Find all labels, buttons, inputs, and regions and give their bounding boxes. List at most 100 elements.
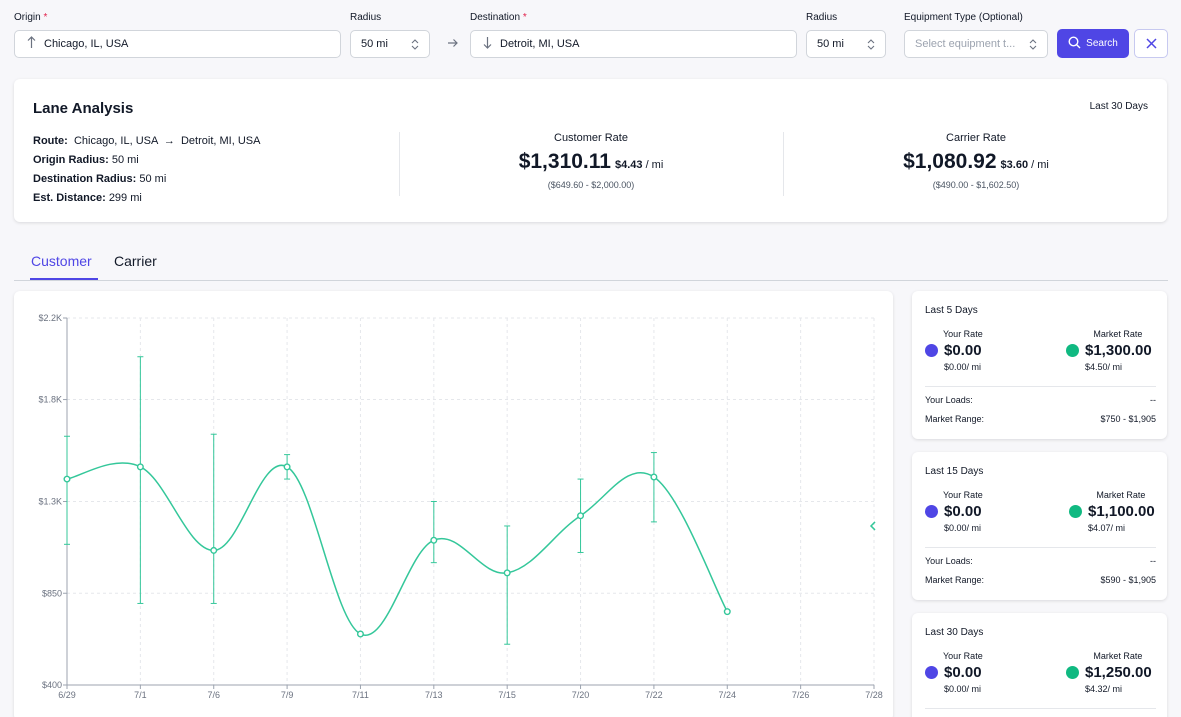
summary-card-title: Last 5 Days xyxy=(925,305,978,316)
equipment-select[interactable]: Select equipment t... xyxy=(904,30,1048,58)
destination-radius-select[interactable]: 50 mi xyxy=(806,30,886,58)
y-tick-label: $1.8K xyxy=(38,395,62,405)
customer-rate-label: Customer Rate xyxy=(554,132,628,144)
summary-card-title: Last 30 Days xyxy=(925,627,984,638)
your-rate-value: $0.00 xyxy=(944,664,982,681)
summary-card-15-days: Last 15 Days Your Rate $0.00 $0.00/ mi M… xyxy=(912,452,1167,600)
data-point xyxy=(210,546,218,554)
y-tick-label: $2.2K xyxy=(38,313,62,323)
your-rate-value: $0.00 xyxy=(944,342,982,359)
your-rate-per-mile: $0.00/ mi xyxy=(944,684,982,694)
your-loads-row: Your Loads: -- xyxy=(925,556,1156,566)
carrier-rate-block: Carrier Rate $1,080.92 $3.60 / mi ($490.… xyxy=(786,132,1166,190)
divider xyxy=(925,386,1156,387)
destination-radius-value: 50 mi xyxy=(817,38,844,50)
data-point xyxy=(63,475,71,483)
distance-row: Est. Distance: 299 mi xyxy=(33,192,142,204)
active-tab-indicator xyxy=(30,278,98,280)
origin-input[interactable]: Chicago, IL, USA xyxy=(14,30,341,58)
x-tick-label: 7/20 xyxy=(572,690,590,700)
destination-value: Detroit, MI, USA xyxy=(500,38,580,50)
x-tick-label: 7/15 xyxy=(498,690,516,700)
x-tick-label: 7/26 xyxy=(792,690,810,700)
required-mark: * xyxy=(43,12,48,23)
updown-chevron-icon xyxy=(411,38,419,50)
close-icon xyxy=(1145,36,1157,52)
lane-title: Lane Analysis xyxy=(33,100,134,117)
summary-card-30-days: Last 30 Days Your Rate $0.00 $0.00/ mi M… xyxy=(912,613,1167,717)
data-point xyxy=(577,512,585,520)
destination-radius-label: Radius xyxy=(806,12,838,23)
market-rate-dot xyxy=(1069,505,1082,518)
your-rate-per-mile: $0.00/ mi xyxy=(944,362,982,372)
clear-button[interactable] xyxy=(1134,29,1168,58)
required-mark: * xyxy=(522,12,527,23)
your-rate-block: Your Rate $0.00 $0.00/ mi xyxy=(925,329,983,372)
series-line xyxy=(66,462,728,636)
destination-label: Destination * xyxy=(470,12,527,23)
divider xyxy=(925,547,1156,548)
origin-radius-label: Radius xyxy=(350,12,382,23)
your-loads-row: Your Loads: -- xyxy=(925,395,1156,405)
route-row: Route: Chicago, IL, USA → Detroit, MI, U… xyxy=(33,135,261,147)
data-point xyxy=(430,536,438,544)
summary-card-title: Last 15 Days xyxy=(925,466,984,477)
market-rate-block: Market Rate $1,100.00 $4.07/ mi xyxy=(1069,490,1155,533)
x-tick-label: 7/6 xyxy=(207,690,220,700)
x-tick-label: 7/28 xyxy=(865,690,883,700)
lane-info: Route: Chicago, IL, USA → Detroit, MI, U… xyxy=(33,132,260,208)
market-rate-block: Market Rate $1,300.00 $4.50/ mi xyxy=(1066,329,1152,372)
your-rate-dot xyxy=(925,666,938,679)
customer-rate-range: ($649.60 - $2,000.00) xyxy=(547,180,635,190)
tab-customer[interactable]: Customer xyxy=(31,253,92,269)
origin-radius-row: Origin Radius: 50 mi xyxy=(33,154,139,166)
search-button-label: Search xyxy=(1086,38,1118,49)
tab-carrier[interactable]: Carrier xyxy=(114,253,157,269)
destination-pin-icon xyxy=(481,36,493,52)
x-tick-label: 7/22 xyxy=(645,690,663,700)
equipment-label: Equipment Type (Optional) xyxy=(904,12,1023,23)
customer-rate-value: $1,310.11 xyxy=(518,150,611,173)
market-rate-per-mile: $4.32/ mi xyxy=(1085,684,1123,694)
origin-label: Origin * xyxy=(14,12,48,23)
divider xyxy=(399,132,400,196)
market-rate-per-mile: $4.07/ mi xyxy=(1088,523,1126,533)
your-rate-per-mile: $0.00/ mi xyxy=(944,523,982,533)
x-tick-label: 7/13 xyxy=(425,690,443,700)
your-rate-value: $0.00 xyxy=(944,503,982,520)
market-rate-block: Market Rate $1,250.00 $4.32/ mi xyxy=(1066,651,1152,694)
customer-rate-block: Customer Rate $1,310.11 $4.43 / mi ($649… xyxy=(401,132,781,190)
data-point xyxy=(283,463,291,471)
route-arrow: → xyxy=(163,135,175,147)
destination-radius-row: Destination Radius: 50 mi xyxy=(33,173,167,185)
your-rate-block: Your Rate $0.00 $0.00/ mi xyxy=(925,490,983,533)
rate-line-chart: $400 $850 $1.3K $1.8K $2.2K 6/29 7/1 7/6 7/9 7/11… xyxy=(38,313,883,700)
destination-input[interactable]: Detroit, MI, USA xyxy=(470,30,797,58)
customer-rate-per-mile: $4.43 / mi xyxy=(614,159,664,171)
carrier-rate-per-mile: $3.60 / mi xyxy=(1000,159,1049,171)
carrier-rate-label: Carrier Rate xyxy=(946,132,1006,144)
origin-radius-value: 50 mi xyxy=(361,38,388,50)
carrier-rate-range: ($490.00 - $1,602.50) xyxy=(932,180,1020,190)
x-tick-label: 7/9 xyxy=(281,690,294,700)
data-point xyxy=(136,463,144,471)
data-point xyxy=(503,569,511,577)
data-point xyxy=(356,630,364,638)
your-rate-dot xyxy=(925,344,938,357)
arrow-right-icon xyxy=(447,37,459,51)
search-icon xyxy=(1068,35,1081,52)
origin-radius-select[interactable]: 50 mi xyxy=(350,30,430,58)
rate-chart-card: $400 $850 $1.3K $1.8K $2.2K 6/29 7/1 7/6 7/9 7/11… xyxy=(14,291,893,717)
y-tick-label: $1.3K xyxy=(38,497,62,507)
your-rate-block: Your Rate $0.00 $0.00/ mi xyxy=(925,651,983,694)
search-button[interactable]: Search xyxy=(1057,29,1129,58)
tab-baseline xyxy=(14,280,1168,281)
x-tick-label: 7/24 xyxy=(719,690,737,700)
market-range-row: Market Range: $750 - $1,905 xyxy=(925,414,1156,424)
your-rate-dot xyxy=(925,505,938,518)
x-tick-label: 7/11 xyxy=(352,690,369,700)
origin-pin-icon xyxy=(25,36,37,52)
origin-value: Chicago, IL, USA xyxy=(44,38,129,50)
x-tick-label: 7/1 xyxy=(134,690,147,700)
lane-period: Last 30 Days xyxy=(1089,101,1148,112)
